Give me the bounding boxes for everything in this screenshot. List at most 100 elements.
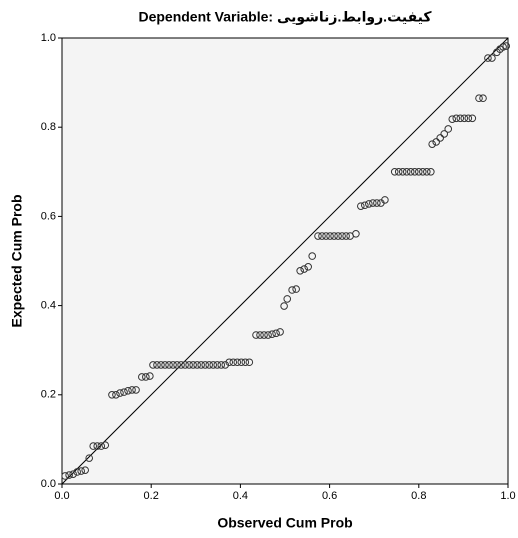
point: [334, 232, 342, 240]
point: [415, 168, 423, 176]
point: [209, 361, 217, 369]
point: [185, 361, 193, 369]
point: [108, 391, 116, 399]
point: [205, 361, 213, 369]
point: [283, 295, 292, 303]
point: [390, 168, 399, 176]
point: [452, 114, 461, 123]
point: [398, 168, 407, 176]
point: [402, 168, 411, 176]
point: [280, 302, 288, 310]
x-axis-label: Observed Cum Prob: [217, 515, 352, 531]
x-tick-label: 0.8: [411, 490, 426, 502]
point: [89, 442, 98, 450]
point: [149, 361, 157, 369]
point: [81, 466, 89, 474]
point: [330, 232, 338, 240]
point: [268, 330, 276, 338]
point: [444, 125, 453, 133]
point: [499, 43, 507, 51]
point: [427, 168, 435, 176]
point: [264, 331, 272, 339]
point: [229, 358, 238, 367]
point: [419, 168, 427, 176]
point: [217, 361, 226, 369]
x-tick-label: 0.4: [233, 490, 248, 502]
x-tick-label: 1.0: [500, 490, 515, 502]
y-tick-label: 0.4: [41, 300, 56, 312]
point: [181, 361, 189, 369]
point: [112, 391, 120, 399]
point: [197, 361, 205, 369]
point: [464, 114, 473, 123]
point: [357, 202, 365, 210]
point: [233, 358, 242, 367]
point: [93, 442, 102, 450]
point: [338, 232, 346, 240]
point: [77, 467, 85, 475]
point: [468, 114, 477, 123]
point: [177, 361, 185, 369]
point: [173, 361, 181, 369]
x-tick-label: 0.6: [322, 490, 337, 502]
point: [292, 285, 300, 293]
point: [132, 386, 140, 394]
point: [352, 229, 360, 238]
point: [479, 94, 487, 103]
point: [381, 196, 389, 204]
point: [406, 168, 415, 176]
point: [225, 358, 234, 367]
point: [245, 358, 254, 367]
point: [361, 201, 369, 210]
point: [97, 442, 106, 450]
point: [120, 388, 128, 396]
point: [128, 386, 136, 394]
point: [432, 138, 440, 146]
point: [157, 361, 165, 369]
point: [241, 358, 250, 367]
point: [237, 358, 246, 367]
point: [252, 331, 260, 339]
point: [456, 114, 465, 123]
point: [165, 361, 173, 369]
y-tick-label: 1.0: [41, 32, 56, 44]
point: [169, 361, 177, 369]
point: [221, 361, 230, 369]
point: [138, 373, 146, 381]
y-tick-label: 0.8: [41, 121, 56, 133]
point: [304, 262, 312, 271]
point: [116, 389, 124, 397]
point: [296, 267, 304, 275]
point: [256, 331, 264, 339]
point: [488, 54, 496, 62]
point: [161, 361, 169, 369]
point: [410, 168, 419, 176]
point: [73, 468, 81, 476]
point: [61, 472, 69, 480]
point: [308, 252, 317, 260]
point: [300, 265, 308, 273]
chart-title: Dependent Variable: کیفیت.روابط.زناشویی: [138, 9, 432, 26]
point: [101, 441, 110, 449]
y-tick-label: 0.2: [41, 389, 56, 401]
y-tick-label: 0.6: [41, 210, 56, 222]
point: [193, 361, 201, 369]
point: [288, 286, 296, 294]
point: [460, 114, 469, 123]
y-axis-label: Expected Cum Prob: [9, 194, 25, 327]
point: [153, 361, 161, 369]
reference-line: [61, 37, 509, 485]
point: [314, 232, 322, 240]
point: [428, 140, 436, 148]
point: [484, 54, 492, 62]
x-tick-label: 0.0: [54, 490, 69, 502]
point: [213, 361, 222, 369]
point: [440, 130, 449, 138]
point: [394, 168, 403, 176]
point: [326, 232, 334, 240]
point: [85, 454, 94, 462]
point: [69, 470, 77, 478]
x-tick-label: 0.2: [144, 490, 159, 502]
point: [423, 168, 431, 176]
